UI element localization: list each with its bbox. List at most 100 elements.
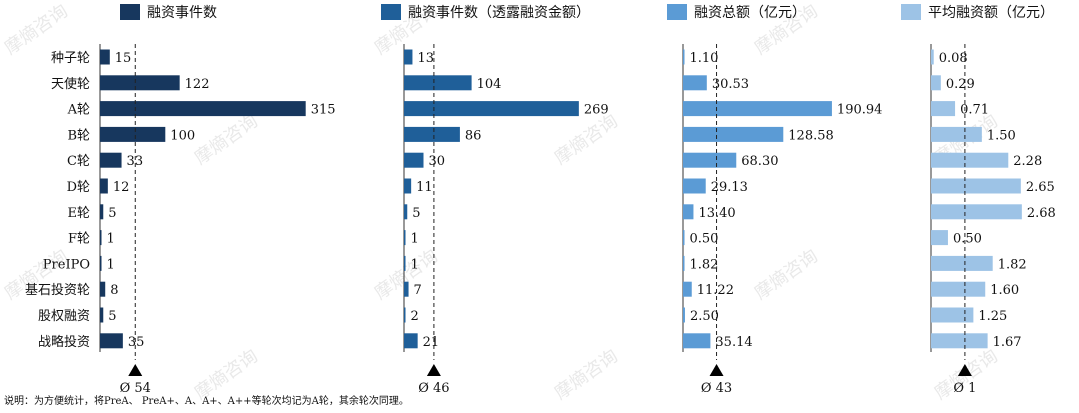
data-label: 33 [127, 154, 144, 169]
category-label: F轮 [68, 232, 90, 247]
data-label: 2.50 [690, 309, 719, 324]
bar [931, 255, 993, 271]
data-label: 5 [108, 206, 116, 221]
data-label: 11.22 [697, 283, 734, 298]
data-label: 5 [108, 309, 116, 324]
bar [100, 281, 106, 297]
data-label: 1.60 [990, 283, 1019, 298]
data-label: 1.82 [690, 257, 719, 272]
bar [100, 307, 104, 323]
data-label: 2.28 [1013, 154, 1042, 169]
data-label: 0.50 [690, 232, 719, 247]
data-label: 104 [477, 77, 502, 92]
data-label: 1.50 [987, 128, 1016, 143]
bar [683, 152, 737, 168]
bar [100, 255, 102, 271]
bar [100, 75, 180, 91]
data-label: 7 [414, 283, 422, 298]
bar [683, 49, 685, 65]
legend-label: 融资总额（亿元） [694, 5, 806, 21]
bar [683, 126, 784, 142]
bar [404, 178, 412, 194]
bar [931, 204, 1022, 220]
watermark-layer: 摩熵咨询摩熵咨询摩熵咨询摩熵咨询摩熵咨询摩熵咨询摩熵咨询摩熵咨询摩熵咨询摩熵咨询… [1, 1, 1002, 404]
average-label: Ø 43 [701, 381, 732, 396]
data-label: 100 [170, 128, 195, 143]
bar [100, 49, 110, 65]
bar [404, 333, 418, 349]
data-label: 1.82 [998, 257, 1027, 272]
legend-label: 平均融资额（亿元） [928, 5, 1054, 21]
data-label: 1.25 [978, 309, 1007, 324]
legend-swatch [667, 4, 687, 20]
bar [683, 333, 711, 349]
bar [404, 307, 406, 323]
category-label: 基石投资轮 [25, 282, 90, 298]
data-label: 2.68 [1027, 206, 1056, 221]
bar [683, 281, 692, 297]
watermark-text: 摩熵咨询 [191, 111, 262, 169]
data-label: 35 [128, 335, 145, 350]
data-label: 29.13 [711, 180, 748, 195]
legend-label: 融资事件数 [147, 5, 217, 21]
data-label: 315 [311, 103, 336, 118]
average-label: Ø 46 [418, 381, 449, 396]
bar [683, 204, 694, 220]
bar [931, 75, 941, 91]
category-label: D轮 [67, 180, 90, 195]
data-label: 269 [584, 103, 609, 118]
bar [100, 152, 122, 168]
category-label: 股权融资 [38, 308, 90, 324]
category-label: B轮 [67, 128, 90, 143]
data-label: 1 [107, 257, 115, 272]
bar [931, 333, 988, 349]
legend-label: 融资事件数（透露融资金额） [408, 5, 590, 21]
data-label: 1 [411, 257, 419, 272]
data-label: 5 [412, 206, 420, 221]
category-label: C轮 [67, 154, 90, 169]
data-label: 0.29 [946, 77, 975, 92]
bar [404, 281, 409, 297]
bar [100, 230, 102, 246]
bar [404, 255, 406, 271]
data-label: 35.14 [715, 335, 752, 350]
average-marker [709, 364, 724, 376]
bar [683, 230, 685, 246]
data-label: 128.58 [788, 128, 834, 143]
bar [404, 75, 472, 91]
data-label: 12 [113, 180, 130, 195]
bar [931, 178, 1021, 194]
legend-swatch [901, 4, 921, 20]
data-label: 190.94 [837, 103, 883, 118]
data-label: 86 [465, 128, 482, 143]
bar [683, 255, 685, 271]
data-label: 21 [423, 335, 440, 350]
category-label: PreIPO [43, 257, 90, 272]
data-label: 0.71 [960, 103, 989, 118]
bar [683, 307, 685, 323]
data-label: 2.65 [1026, 180, 1055, 195]
data-label: 0.08 [939, 51, 968, 66]
data-label: 30 [429, 154, 446, 169]
average-marker [128, 364, 143, 376]
bar [683, 178, 706, 194]
data-label: 2 [411, 309, 419, 324]
bar [931, 49, 934, 65]
bar [931, 101, 956, 117]
data-label: 1 [107, 232, 115, 247]
bar [683, 101, 832, 117]
average-label: Ø 1 [953, 381, 976, 396]
footnote: 说明：为方便统计，将PreA、 PreA+、A、A+、A++等轮次均记为A轮，其… [4, 394, 409, 407]
bar [931, 126, 982, 142]
category-label: 战略投资 [38, 334, 90, 350]
data-label: 68.30 [741, 154, 778, 169]
bar [404, 101, 579, 117]
bar [100, 204, 104, 220]
legend: 融资事件数 融资事件数（透露融资金额） 融资总额（亿元） 平均融资额（亿元） [120, 4, 1054, 21]
category-label: A轮 [67, 103, 90, 118]
